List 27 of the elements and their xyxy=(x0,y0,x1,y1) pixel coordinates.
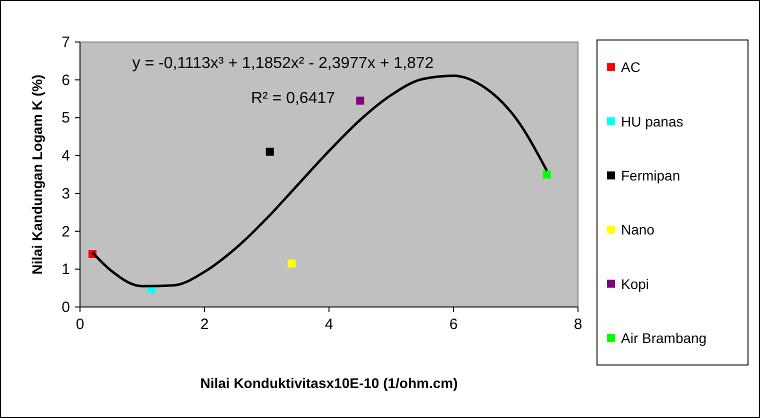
legend-label: Kopi xyxy=(621,276,650,292)
y-tick-label: 4 xyxy=(62,148,70,165)
y-axis-title: Nilai Kandungan Logam K (%) xyxy=(29,74,45,274)
x-tick-label: 6 xyxy=(449,316,458,333)
point xyxy=(266,148,274,156)
annotation: y = -0,1113x³ + 1,1852x² - 2,3977x + 1,872 xyxy=(132,55,434,72)
point xyxy=(288,259,296,268)
y-tick-label: 0 xyxy=(62,299,70,316)
point xyxy=(542,170,551,178)
y-tick-label: 3 xyxy=(62,185,70,202)
annotation: R² = 0,6417 xyxy=(250,90,336,107)
y-tick-label: 7 xyxy=(62,34,70,51)
y-tick-label: 1 xyxy=(62,261,70,278)
legend-label: HU panas xyxy=(621,113,684,130)
y-tick-label: 6 xyxy=(62,72,70,89)
x-axis-title: Nilai Konduktivitasx10E-10 (1/ohm.cm) xyxy=(200,375,458,391)
x-tick-label: 2 xyxy=(200,316,209,333)
y-tick-label: 5 xyxy=(62,110,70,127)
x-tick-label: 8 xyxy=(574,316,582,333)
legend-label: Nano xyxy=(621,222,655,238)
legend-label: Fermipan xyxy=(621,167,680,184)
legend-label: AC xyxy=(621,59,640,76)
x-tick-label: 0 xyxy=(76,316,84,333)
x-tick-label: 4 xyxy=(324,316,334,333)
y-tick-label: 2 xyxy=(62,223,70,240)
legend-label: Air Brambang xyxy=(621,330,707,346)
point xyxy=(356,96,364,105)
